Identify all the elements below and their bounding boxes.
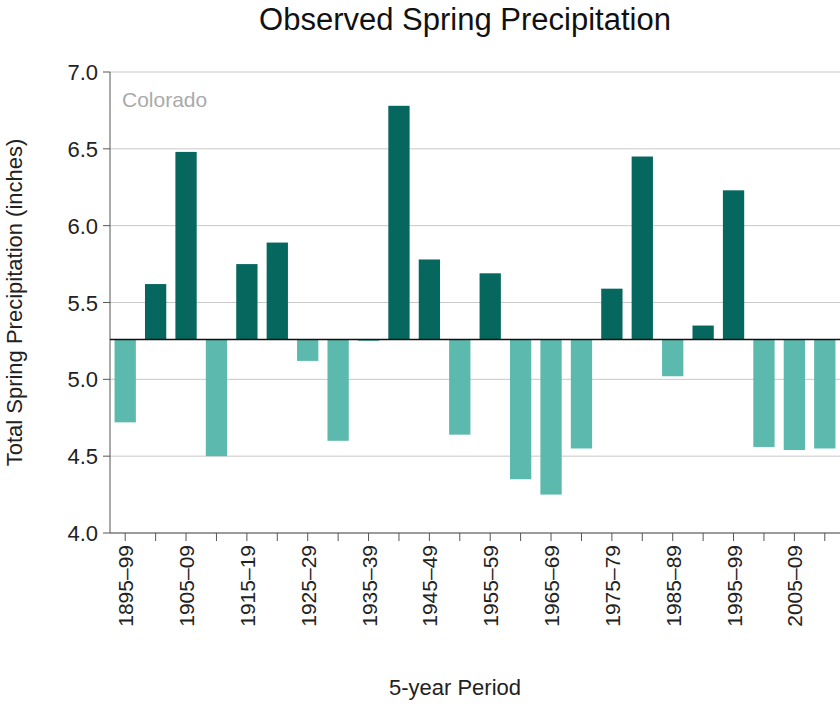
x-tick-label: 1915–19 xyxy=(236,545,259,627)
y-tick xyxy=(103,148,110,149)
bar xyxy=(449,339,470,434)
bar xyxy=(753,339,774,447)
x-tick xyxy=(398,533,399,541)
x-tick xyxy=(824,533,825,541)
y-tick-label: 5.0 xyxy=(67,367,98,392)
x-tick xyxy=(216,533,217,541)
x-tick xyxy=(490,533,491,541)
bar xyxy=(540,339,561,494)
x-tick xyxy=(581,533,582,541)
y-axis-label: Total Spring Precipitation (inches) xyxy=(2,139,27,467)
x-tick xyxy=(186,533,187,541)
x-tick-label: 1935–39 xyxy=(358,545,381,627)
x-tick xyxy=(672,533,673,541)
bar xyxy=(601,289,622,340)
bar xyxy=(692,326,713,340)
x-tick-label: 1955–59 xyxy=(479,545,502,627)
bar xyxy=(723,190,744,339)
grid-line xyxy=(110,533,840,534)
x-tick xyxy=(125,533,126,541)
x-tick xyxy=(246,533,247,541)
bar xyxy=(571,339,592,448)
reference-line xyxy=(110,339,840,341)
y-tick xyxy=(103,379,110,380)
bar xyxy=(662,339,683,376)
x-tick xyxy=(368,533,369,541)
x-tick-label: 2005–09 xyxy=(783,545,806,627)
y-tick xyxy=(103,302,110,303)
y-tick-label: 5.5 xyxy=(67,291,98,316)
bar xyxy=(510,339,531,479)
x-tick xyxy=(703,533,704,541)
x-tick xyxy=(551,533,552,541)
bar xyxy=(632,157,653,340)
x-tick xyxy=(642,533,643,541)
y-tick xyxy=(103,72,110,73)
y-tick-label: 4.0 xyxy=(67,521,98,546)
x-tick-label: 1995–99 xyxy=(723,545,746,627)
annotation: Colorado xyxy=(122,88,207,111)
grid-line xyxy=(110,148,840,149)
x-tick xyxy=(277,533,278,541)
y-tick xyxy=(103,533,110,534)
x-tick-label: 1975–79 xyxy=(601,545,624,627)
bar xyxy=(419,259,440,339)
chart: 4.0 4.5 5.0 5.5 6.0 6.5 7.0 1895–99 1905–09 1915–… xyxy=(0,0,840,706)
bar xyxy=(175,152,196,339)
bar xyxy=(297,339,318,361)
grid-line xyxy=(110,72,840,73)
x-tick-label: 1925–29 xyxy=(297,545,320,627)
bars xyxy=(110,106,840,495)
x-tick xyxy=(459,533,460,541)
x-tick-label: 1945–49 xyxy=(418,545,441,627)
y-axis xyxy=(110,72,111,533)
bar xyxy=(814,339,835,448)
x-tick xyxy=(763,533,764,541)
bar xyxy=(480,273,501,339)
bar xyxy=(784,339,805,450)
x-tick xyxy=(307,533,308,541)
x-tick-label: 1905–09 xyxy=(175,545,198,627)
y-tick xyxy=(103,225,110,226)
y-tick xyxy=(103,456,110,457)
y-tick-label: 4.5 xyxy=(67,444,98,469)
x-axis-label: 5-year Period xyxy=(389,675,521,700)
x-tick-label: 1985–89 xyxy=(662,545,685,627)
bar xyxy=(388,106,409,340)
bar xyxy=(115,339,136,422)
bar xyxy=(145,284,166,339)
x-tick xyxy=(520,533,521,541)
bar xyxy=(267,243,288,340)
bar xyxy=(236,264,257,339)
bar xyxy=(327,339,348,440)
x-tick xyxy=(338,533,339,541)
title: Observed Spring Precipitation xyxy=(259,2,671,37)
x-tick xyxy=(155,533,156,541)
y-tick-label: 7.0 xyxy=(67,60,98,85)
x-tick xyxy=(794,533,795,541)
x-tick xyxy=(733,533,734,541)
x-tick xyxy=(611,533,612,541)
x-axis xyxy=(110,533,840,534)
y-tick-label: 6.5 xyxy=(67,137,98,162)
x-tick-label: 1895–99 xyxy=(114,545,137,627)
x-tick xyxy=(429,533,430,541)
x-tick-label: 1965–69 xyxy=(540,545,563,627)
bar xyxy=(206,339,227,456)
y-tick-label: 6.0 xyxy=(67,214,98,239)
